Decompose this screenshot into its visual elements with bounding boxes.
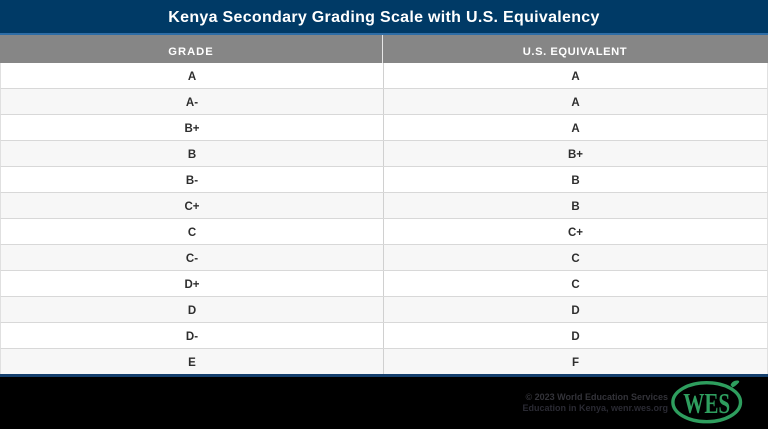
svg-text:WES: WES	[683, 389, 730, 420]
